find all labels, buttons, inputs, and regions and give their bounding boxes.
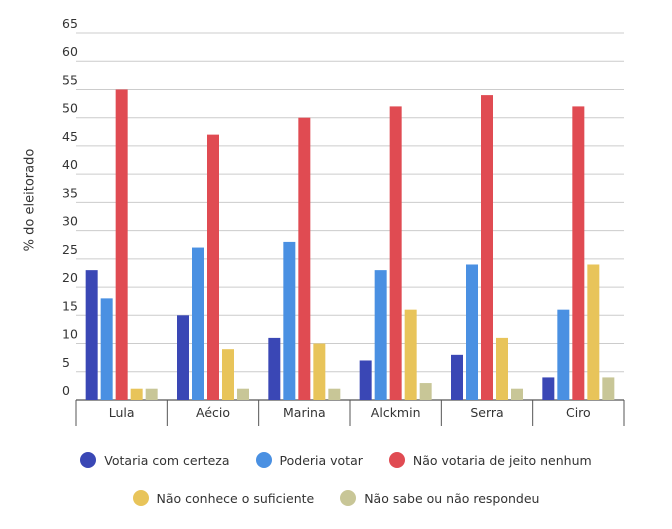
- bar: [389, 106, 402, 401]
- bar: [100, 298, 113, 400]
- y-tick-label: 5: [62, 355, 70, 370]
- y-tick-label: 0: [62, 383, 70, 398]
- bar: [298, 117, 311, 400]
- legend: Votaria com certeza Poderia votar Não vota…: [0, 452, 672, 468]
- x-tick-label: Lula: [109, 405, 135, 420]
- bar: [466, 264, 478, 400]
- x-tick-label: Marina: [283, 405, 326, 420]
- bar: [237, 388, 249, 400]
- y-tick-label: 50: [62, 101, 78, 116]
- legend-item: Não conhece o suficiente: [132, 490, 315, 506]
- x-tick-label: Serra: [470, 405, 503, 420]
- bar: [557, 309, 570, 400]
- bar: [145, 388, 158, 400]
- bar: [283, 241, 296, 400]
- bar: [177, 315, 189, 400]
- legend-row-2: Não conhece o suficiente Não sabe ou não …: [0, 490, 672, 506]
- legend-label: Votaria com certeza: [104, 452, 230, 468]
- y-tick-label: 35: [62, 185, 78, 200]
- bar: [496, 337, 508, 400]
- y-tick-label: 25: [62, 242, 78, 257]
- bar: [511, 388, 523, 400]
- legend-item: Não sabe ou não respondeu: [340, 490, 539, 506]
- bar: [404, 309, 417, 400]
- bar: [602, 377, 615, 400]
- bar: [328, 388, 341, 400]
- y-tick-label: 65: [62, 16, 78, 31]
- bar: [587, 264, 600, 400]
- legend-swatch-icon: [80, 452, 97, 468]
- bar: [192, 247, 204, 400]
- legend-label: Não conhece o suficiente: [156, 490, 315, 506]
- bar: [268, 337, 281, 400]
- bar: [419, 383, 432, 400]
- bar: [313, 343, 326, 400]
- bar: [451, 354, 463, 400]
- bar: [207, 134, 219, 400]
- y-tick-label: 10: [62, 327, 78, 342]
- y-axis-label: % do eleitorado: [22, 148, 38, 252]
- y-tick-label: 45: [62, 129, 78, 144]
- bar: [572, 106, 585, 401]
- x-tick-label: Aécio: [196, 405, 230, 420]
- legend-label: Poderia votar: [279, 452, 363, 468]
- legend-item: Poderia votar: [255, 452, 363, 468]
- bar: [130, 388, 143, 400]
- bar: [85, 270, 98, 400]
- legend-swatch-icon: [388, 452, 405, 468]
- y-tick-label: 40: [62, 157, 78, 172]
- bar: [374, 270, 387, 400]
- y-tick-label: 20: [62, 270, 78, 285]
- legend-item: Não votaria de jeito nenhum: [388, 452, 592, 468]
- y-tick-label: 60: [62, 44, 78, 59]
- y-tick-label: 15: [62, 298, 78, 313]
- legend-swatch-icon: [132, 490, 149, 506]
- legend-swatch-icon: [255, 452, 272, 468]
- bar: [115, 89, 128, 400]
- y-tick-label: 55: [62, 72, 78, 87]
- bar: [222, 349, 234, 400]
- legend-label: Não votaria de jeito nenhum: [412, 452, 592, 468]
- legend-swatch-icon: [340, 490, 357, 506]
- x-tick-label: Ciro: [566, 405, 591, 420]
- y-tick-label: 30: [62, 214, 78, 229]
- legend-label: Não sabe ou não respondeu: [364, 490, 540, 506]
- bar: [359, 360, 372, 400]
- bar: [481, 95, 493, 400]
- x-tick-label: Alckmin: [371, 405, 421, 420]
- legend-item: Votaria com certeza: [80, 452, 230, 468]
- bar: [542, 377, 555, 400]
